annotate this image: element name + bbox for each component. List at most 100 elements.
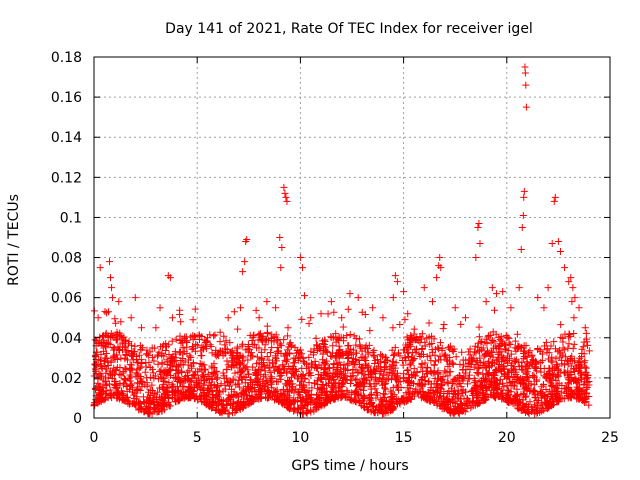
baseline-point (240, 361, 248, 369)
baseline-point (106, 386, 114, 394)
baseline-point (163, 361, 171, 369)
baseline-point (441, 404, 449, 412)
baseline-point (564, 357, 572, 365)
baseline-point (326, 364, 334, 372)
baseline-point (197, 395, 205, 403)
baseline-point (217, 400, 225, 408)
baseline-point (379, 410, 387, 418)
baseline-point (91, 385, 99, 393)
baseline-point (117, 371, 125, 379)
baseline-point (249, 363, 257, 371)
baseline-point (422, 394, 430, 402)
outlier-point (492, 290, 500, 298)
baseline-point (305, 353, 313, 361)
baseline-point (490, 386, 498, 394)
baseline-point (469, 356, 477, 364)
baseline-point (347, 372, 355, 380)
baseline-point (264, 381, 272, 389)
baseline-point (518, 375, 526, 383)
baseline-point (521, 347, 529, 355)
baseline-point (470, 397, 478, 405)
baseline-point (468, 387, 476, 395)
baseline-point (97, 360, 105, 368)
baseline-point (489, 328, 497, 336)
baseline-point (321, 366, 329, 374)
baseline-point (183, 350, 191, 358)
baseline-point (273, 378, 281, 386)
baseline-point (336, 346, 344, 354)
baseline-point (301, 359, 309, 367)
baseline-point (582, 329, 590, 337)
baseline-point (218, 401, 226, 409)
baseline-point (361, 371, 369, 379)
baseline-point (377, 351, 385, 359)
baseline-point (476, 347, 484, 355)
baseline-point (561, 369, 569, 377)
baseline-point (582, 398, 590, 406)
outlier-point (540, 304, 548, 312)
baseline-point (327, 397, 335, 405)
baseline-point (272, 387, 280, 395)
baseline-point (346, 380, 354, 388)
baseline-point (284, 386, 292, 394)
baseline-point (554, 348, 562, 356)
baseline-point (190, 370, 198, 378)
baseline-point (577, 374, 585, 382)
baseline-point (107, 389, 115, 397)
baseline-point (234, 325, 242, 333)
baseline-point (482, 383, 490, 391)
baseline-point (159, 343, 167, 351)
outlier-point (284, 324, 292, 332)
outlier-point (239, 268, 247, 276)
baseline-point (457, 383, 465, 391)
baseline-point (396, 320, 404, 328)
baseline-point (247, 349, 255, 357)
baseline-point (438, 381, 446, 389)
baseline-point (219, 405, 227, 413)
baseline-point (423, 370, 431, 378)
baseline-point (479, 370, 487, 378)
baseline-point (339, 392, 347, 400)
baseline-point (141, 381, 149, 389)
outlier-point (230, 308, 238, 316)
outlier-point (391, 272, 399, 280)
y-tick-label: 0.08 (51, 251, 82, 267)
baseline-point (386, 400, 394, 408)
baseline-point (410, 365, 418, 373)
baseline-point (500, 341, 508, 349)
baseline-point (427, 393, 435, 401)
baseline-point (116, 363, 124, 371)
baseline-point (162, 340, 170, 348)
baseline-point (558, 360, 566, 368)
baseline-point (378, 381, 386, 389)
baseline-point (198, 352, 206, 360)
baseline-point (578, 393, 586, 401)
baseline-point (153, 352, 161, 360)
baseline-point (463, 404, 471, 412)
baseline-point (161, 394, 169, 402)
baseline-point (229, 393, 237, 401)
baseline-point (558, 389, 566, 397)
baseline-point (214, 406, 222, 414)
baseline-point (295, 354, 303, 362)
baseline-point (203, 389, 211, 397)
baseline-point (219, 369, 227, 377)
baseline-point (222, 337, 230, 345)
baseline-point (258, 354, 266, 362)
baseline-point (481, 338, 489, 346)
baseline-point (252, 393, 260, 401)
baseline-point (350, 396, 358, 404)
baseline-point (498, 386, 506, 394)
baseline-point (153, 401, 161, 409)
baseline-point (200, 398, 208, 406)
baseline-point (367, 408, 375, 416)
baseline-point (399, 346, 407, 354)
baseline-point (244, 401, 252, 409)
baseline-point (552, 373, 560, 381)
baseline-point (252, 306, 260, 314)
baseline-point (557, 333, 565, 341)
outlier-point (107, 274, 115, 282)
outlier-point (346, 290, 354, 298)
baseline-point (112, 381, 120, 389)
baseline-point (132, 402, 140, 410)
